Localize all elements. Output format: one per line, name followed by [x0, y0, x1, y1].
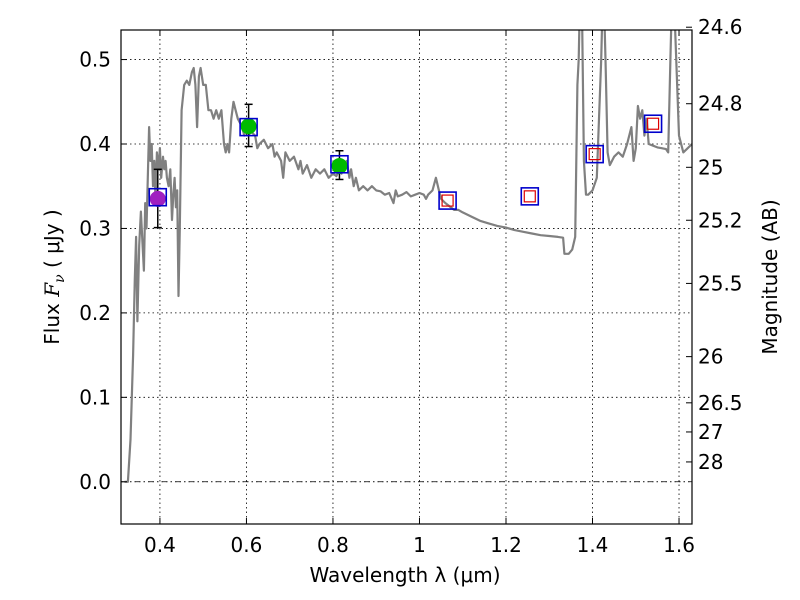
- y-axis-title-prefix: Flux: [40, 297, 64, 345]
- upper-limit-square: [441, 194, 454, 207]
- observed-point: [149, 190, 166, 207]
- axis-ticks: 0.4 0.6 0.8 1 1.2 1.4 1.6 0.0 0.1 0.2 0.3 0.4 0.5 24.…: [79, 15, 742, 557]
- y-axis-title: Flux Fν ( μJy ): [40, 209, 68, 344]
- model-band-square: [330, 154, 349, 174]
- model-band-square: [643, 114, 663, 134]
- upper-limit-square: [588, 148, 601, 161]
- mag-tick-label: 28: [698, 450, 723, 474]
- y-tick-label: 0.3: [79, 216, 111, 240]
- x-tick-label: 1.4: [577, 533, 609, 557]
- x-tick-label: 1.2: [490, 533, 522, 557]
- upper-limit-square: [646, 117, 660, 130]
- mag-tick-label: 25.2: [698, 208, 743, 232]
- mag-tick-label: 26: [698, 345, 723, 369]
- x-tick-label: 0.4: [144, 533, 176, 557]
- mag-tick-label: 25.5: [698, 271, 743, 295]
- y-tick-label: 0.1: [79, 385, 111, 409]
- y-tick-label: 0.0: [79, 470, 111, 494]
- upper-limit-square: [523, 190, 536, 203]
- sed-model-curve: [124, 30, 692, 483]
- y-axis-title-symbol: F: [40, 282, 64, 298]
- y-tick-label: 0.2: [79, 301, 111, 325]
- mag-tick-label: 26.5: [698, 391, 743, 415]
- model-band-square: [438, 191, 457, 210]
- y-axis-title-unit: ( μJy ): [40, 209, 64, 274]
- mag-tick-label: 27: [698, 420, 723, 444]
- observed-point: [240, 118, 257, 135]
- plot-frame: [120, 29, 693, 525]
- y-axis-title-subscript: ν: [52, 274, 68, 283]
- mag-tick-label: 24.6: [698, 15, 743, 39]
- observed-point: [331, 157, 348, 174]
- y-tick-label: 0.5: [79, 48, 111, 72]
- y-tick-label: 0.4: [79, 132, 111, 156]
- mag-tick-label: 24.8: [698, 92, 743, 116]
- x-axis-title: Wavelength λ (μm): [309, 563, 500, 587]
- x-tick-label: 1: [413, 533, 426, 557]
- model-band-square: [239, 117, 258, 137]
- x-tick-label: 1.6: [663, 533, 695, 557]
- model-band-square: [585, 144, 604, 164]
- model-band-square: [148, 187, 168, 207]
- x-tick-label: 0.6: [231, 533, 263, 557]
- y2-axis-title: Magnitude (AB): [758, 199, 782, 354]
- model-band-square: [520, 187, 540, 206]
- x-tick-label: 0.8: [317, 533, 349, 557]
- mag-tick-label: 25: [698, 155, 723, 179]
- data-markers: [148, 103, 663, 229]
